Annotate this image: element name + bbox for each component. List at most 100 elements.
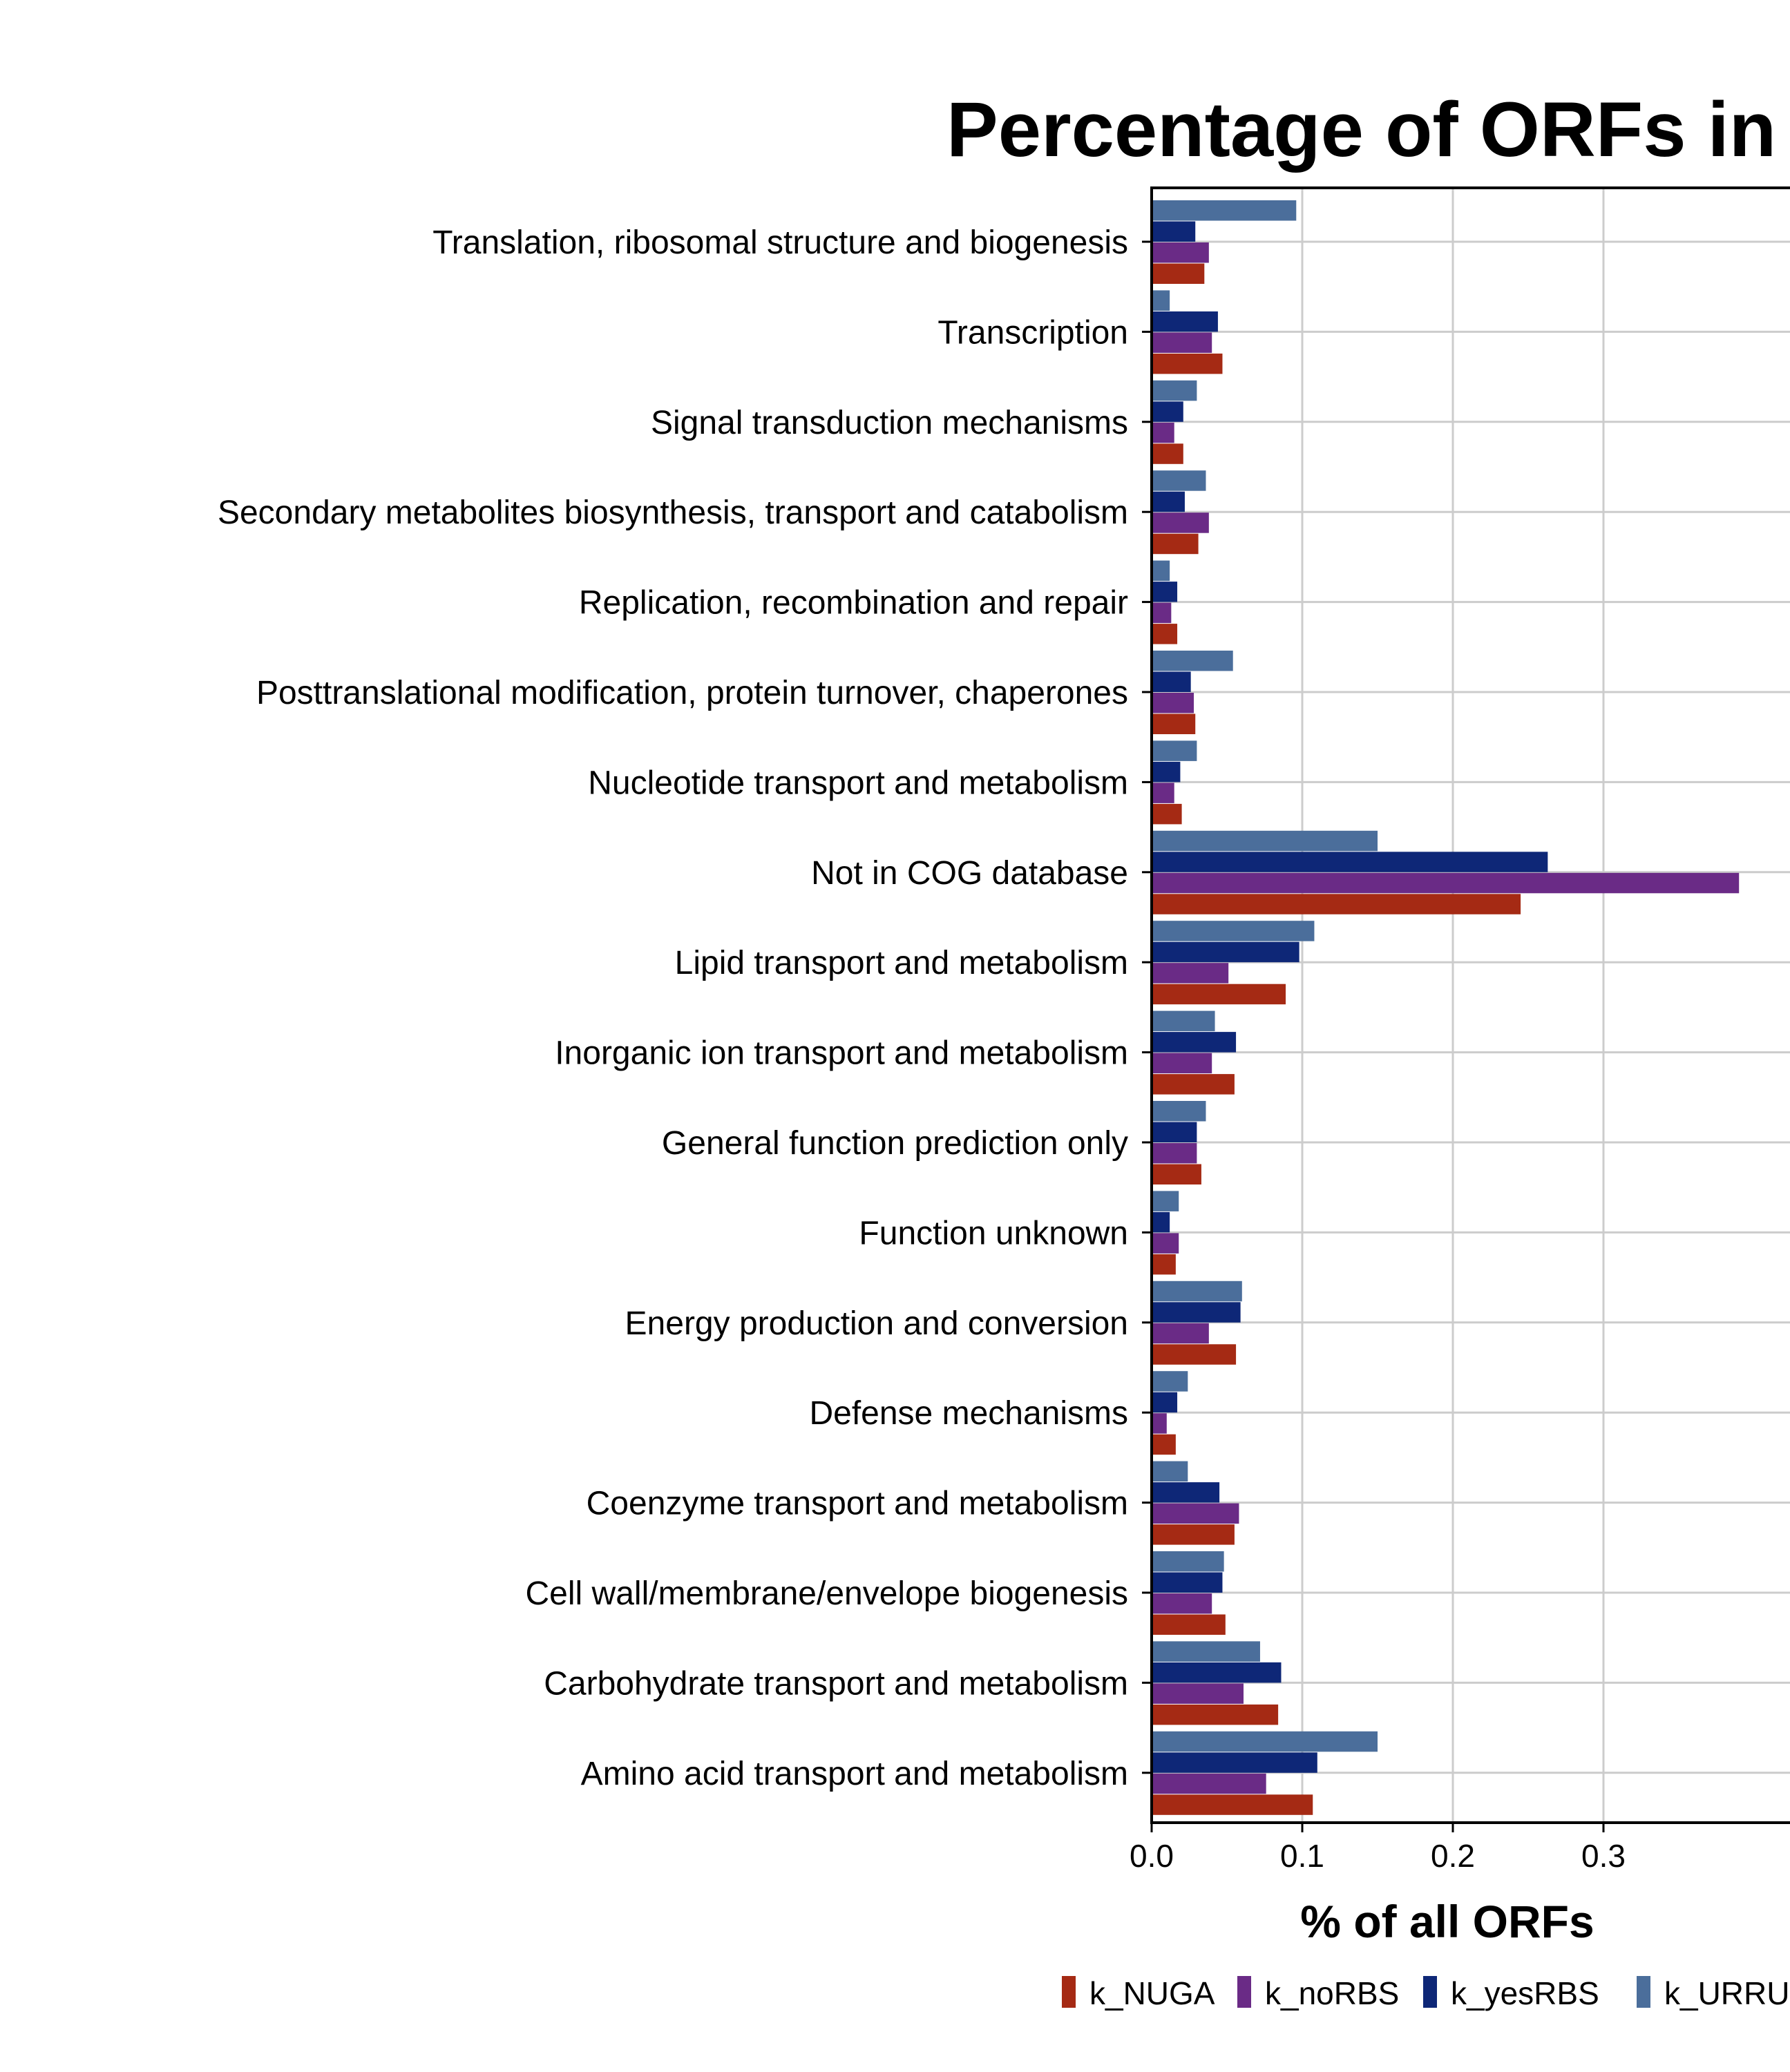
bar-k_yesRBS-2 — [1152, 401, 1183, 422]
category-label: Carbohydrate transport and metabolism — [544, 1665, 1128, 1702]
category-label: Amino acid transport and metabolism — [581, 1756, 1128, 1792]
bar-k_URRU-5 — [1152, 651, 1233, 671]
bar-k_URRU-17 — [1152, 1731, 1378, 1752]
bar-k_URRU-15 — [1152, 1551, 1224, 1572]
bar-k_NUGA-10 — [1152, 1164, 1201, 1184]
bar-k_noRBS-7 — [1152, 872, 1740, 894]
bar-k_URRU-2 — [1152, 380, 1197, 401]
bar-k_noRBS-8 — [1152, 963, 1229, 984]
x-axis-ticks: 0.0 0.1 0.2 0.3 — [1130, 240, 1626, 1874]
category-labels: Translation, ribosomal structure and bio… — [218, 224, 1128, 1792]
x-tick-label: 0.1 — [1280, 1838, 1324, 1874]
category-label: Inorganic ion transport and metabolism — [555, 1035, 1128, 1072]
bar-k_yesRBS-17 — [1152, 1752, 1317, 1773]
bar-k_yesRBS-6 — [1152, 761, 1181, 783]
legend-swatch-k_noRBS — [1237, 1976, 1251, 2008]
bar-k_NUGA-17 — [1152, 1794, 1313, 1815]
legend-label-k_NUGA: k_NUGA — [1089, 1975, 1215, 2011]
bar-k_noRBS-13 — [1152, 1413, 1167, 1434]
chart-title: Percentage of ORFs in — [946, 86, 1776, 173]
bar-k_URRU-13 — [1152, 1371, 1188, 1392]
bar-k_yesRBS-13 — [1152, 1392, 1178, 1413]
bar-k_noRBS-4 — [1152, 602, 1172, 624]
bar-k_NUGA-5 — [1152, 713, 1196, 734]
bar-k_URRU-10 — [1152, 1101, 1206, 1122]
bar-k_URRU-9 — [1152, 1010, 1215, 1032]
x-tick-label: 0.3 — [1581, 1838, 1626, 1874]
category-label: Replication, recombination and repair — [579, 585, 1128, 622]
category-label: Cell wall/membrane/envelope biogenesis — [526, 1575, 1128, 1612]
bar-k_NUGA-1 — [1152, 353, 1223, 374]
bar-k_yesRBS-15 — [1152, 1572, 1223, 1593]
bar-k_noRBS-0 — [1152, 242, 1209, 263]
bar-k_NUGA-14 — [1152, 1524, 1235, 1545]
category-label: Defense mechanisms — [809, 1395, 1128, 1432]
bar-k_yesRBS-8 — [1152, 941, 1299, 963]
category-label: Transcription — [937, 314, 1128, 351]
bar-k_noRBS-12 — [1152, 1323, 1209, 1344]
bar-k_NUGA-15 — [1152, 1614, 1226, 1635]
bar-k_yesRBS-1 — [1152, 311, 1218, 332]
bar-k_noRBS-6 — [1152, 783, 1174, 803]
bar-k_noRBS-2 — [1152, 422, 1174, 443]
bar-k_NUGA-11 — [1152, 1254, 1176, 1275]
category-label: Signal transduction mechanisms — [651, 405, 1128, 441]
category-label: Not in COG database — [811, 855, 1128, 892]
category-label: Energy production and conversion — [625, 1305, 1128, 1342]
legend-swatch-k_URRU — [1637, 1976, 1650, 2008]
bar-k_yesRBS-16 — [1152, 1662, 1282, 1683]
bar-k_noRBS-5 — [1152, 693, 1194, 713]
bar-k_yesRBS-3 — [1152, 491, 1185, 512]
bar-k_URRU-14 — [1152, 1461, 1188, 1482]
bar-k_URRU-3 — [1152, 470, 1206, 491]
legend: k_NUGA k_noRBS k_yesRBS k_URRU — [1062, 1975, 1789, 2011]
category-label: Secondary metabolites biosynthesis, tran… — [218, 495, 1128, 531]
bar-k_NUGA-7 — [1152, 894, 1521, 914]
legend-label-k_URRU: k_URRU — [1664, 1975, 1789, 2011]
x-axis-title: % of all ORFs — [1300, 1896, 1594, 1947]
legend-swatch-k_yesRBS — [1423, 1976, 1437, 2008]
bar-k_NUGA-16 — [1152, 1704, 1279, 1725]
category-label: Lipid transport and metabolism — [675, 945, 1128, 981]
category-label: General function prediction only — [662, 1125, 1128, 1162]
bar-k_URRU-1 — [1152, 290, 1170, 311]
category-label: Translation, ribosomal structure and bio… — [432, 224, 1128, 261]
bar-k_yesRBS-11 — [1152, 1211, 1170, 1233]
bar-k_URRU-4 — [1152, 560, 1170, 582]
bar-k_URRU-6 — [1152, 740, 1197, 761]
category-label: Nucleotide transport and metabolism — [588, 765, 1128, 801]
category-label: Function unknown — [859, 1215, 1128, 1251]
bar-k_noRBS-10 — [1152, 1143, 1197, 1164]
bar-k_NUGA-4 — [1152, 624, 1178, 644]
bar-k_NUGA-3 — [1152, 533, 1199, 555]
bar-k_yesRBS-10 — [1152, 1122, 1197, 1142]
bar-k_noRBS-3 — [1152, 512, 1209, 533]
bar-k_NUGA-2 — [1152, 443, 1183, 464]
bar-k_yesRBS-7 — [1152, 852, 1548, 872]
bar-k_URRU-8 — [1152, 921, 1315, 941]
x-tick-label: 0.0 — [1130, 1838, 1174, 1874]
bar-k_NUGA-12 — [1152, 1344, 1237, 1365]
bar-k_noRBS-9 — [1152, 1053, 1212, 1074]
bar-k_noRBS-14 — [1152, 1503, 1239, 1524]
grid-lines — [1152, 188, 1790, 1823]
legend-swatch-k_NUGA — [1062, 1976, 1076, 2008]
category-label: Coenzyme transport and metabolism — [587, 1486, 1128, 1522]
bars — [1152, 200, 1740, 1815]
category-label: Posttranslational modification, protein … — [256, 675, 1128, 711]
bar-k_NUGA-8 — [1152, 984, 1286, 1005]
bar-k_URRU-7 — [1152, 830, 1378, 852]
bar-k_URRU-0 — [1152, 200, 1297, 221]
bar-k_yesRBS-0 — [1152, 221, 1196, 242]
bar-k_noRBS-16 — [1152, 1683, 1244, 1704]
bar-k_noRBS-11 — [1152, 1233, 1179, 1254]
bar-k_noRBS-15 — [1152, 1593, 1212, 1614]
bar-k_NUGA-0 — [1152, 263, 1205, 284]
plot-frame — [1150, 186, 1790, 1824]
bar-k_yesRBS-14 — [1152, 1482, 1220, 1503]
legend-label-k_yesRBS: k_yesRBS — [1451, 1975, 1599, 2011]
bar-k_yesRBS-5 — [1152, 671, 1191, 692]
bar-k_NUGA-13 — [1152, 1434, 1176, 1455]
bar-k_URRU-16 — [1152, 1641, 1260, 1662]
